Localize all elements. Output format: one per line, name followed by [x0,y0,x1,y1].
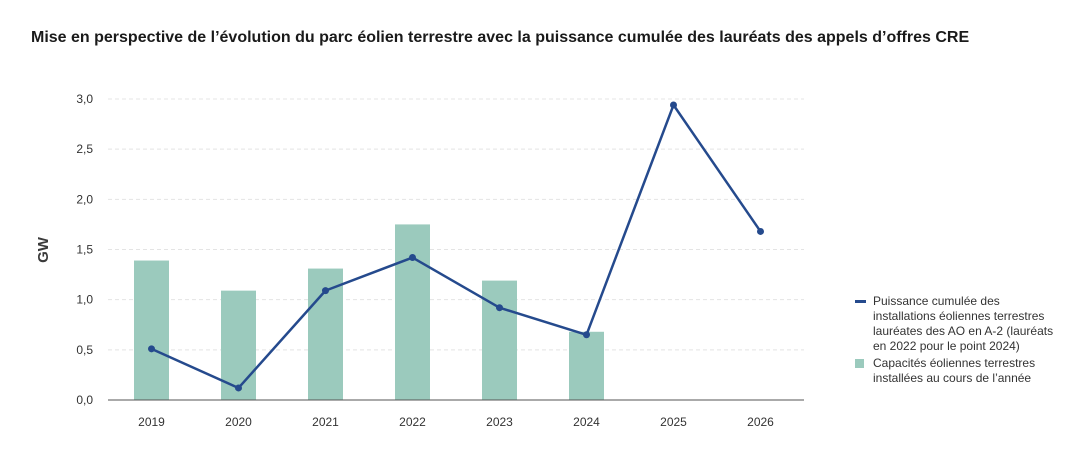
bar [482,280,517,400]
x-tick-label: 2024 [573,415,600,429]
y-tick-label: 0,0 [76,393,93,407]
y-tick-label: 2,5 [76,142,93,156]
legend-item-line: Puissance cumulée des installations éoli… [855,294,1055,354]
line-point [148,345,155,353]
bar [395,224,430,400]
x-tick-label: 2025 [660,415,687,429]
x-tick-label: 2019 [138,415,165,429]
legend-item-bar: Capacités éoliennes terrestres installée… [855,356,1055,386]
legend-label-bar: Capacités éoliennes terrestres installée… [873,356,1036,385]
y-tick-label: 2,0 [76,192,93,206]
bar [569,331,604,400]
line-point [496,304,503,312]
legend-line-swatch [855,300,866,303]
x-tick-label: 2023 [486,415,513,429]
series-line [150,103,762,390]
line-point [670,101,677,109]
line-point [322,287,329,295]
x-tick-label: 2020 [225,415,252,429]
line-point [409,254,416,262]
legend: Puissance cumulée des installations éoli… [855,294,1055,388]
legend-label-line: Puissance cumulée des installations éoli… [873,294,1054,353]
x-tick-label: 2021 [312,415,339,429]
y-tick-label: 1,0 [76,293,93,307]
y-axis-label: GW [35,236,52,263]
chart-title: Mise en perspective de l’évolution du pa… [31,29,970,46]
y-tick-label: 3,0 [76,92,93,106]
y-tick-label: 1,5 [76,243,93,257]
x-tick-label: 2022 [399,415,426,429]
y-tick-label: 0,5 [76,343,93,357]
line-point [583,331,590,339]
legend-bar-swatch [855,359,864,368]
line-point [235,384,242,392]
line-point [757,227,764,235]
bar [134,260,169,400]
x-tick-label: 2026 [747,415,774,429]
